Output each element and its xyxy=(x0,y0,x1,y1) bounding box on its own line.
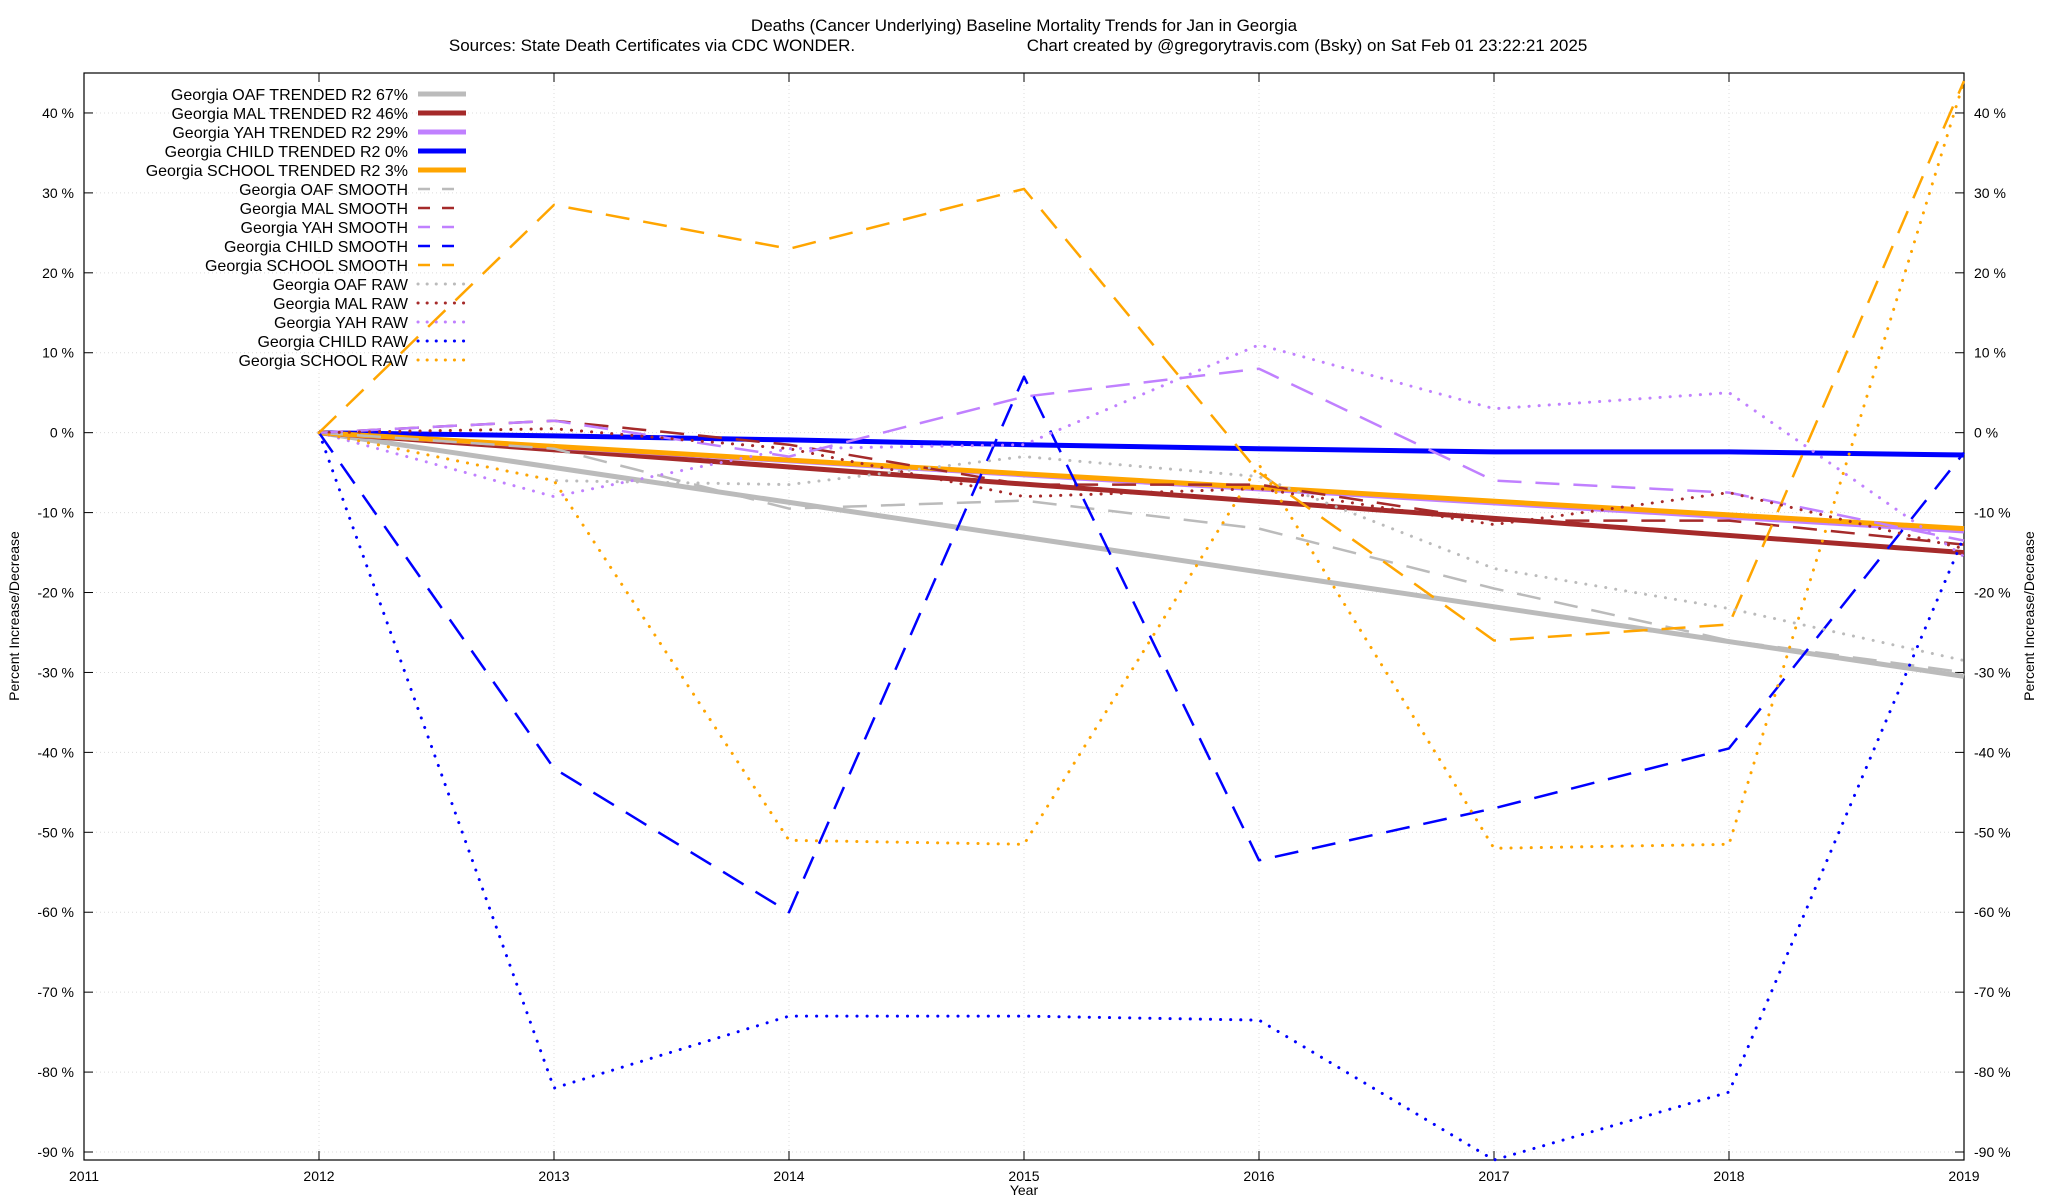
y-tick-label: -50 % xyxy=(37,824,74,840)
series-line-child-raw xyxy=(317,431,1966,1162)
y-tick-label: -90 % xyxy=(37,1144,74,1160)
series-line-school-smooth xyxy=(318,80,1966,642)
y-axis-title: Percent Increase/Decrease xyxy=(6,531,22,701)
x-tick-label: 2014 xyxy=(773,1168,804,1184)
y-tick-label: 20 % xyxy=(42,265,74,281)
y-tick-label: -10 % xyxy=(37,505,74,521)
x-tick-label: 2019 xyxy=(1948,1168,1979,1184)
legend-label: Georgia SCHOOL TRENDED R2 3% xyxy=(146,163,408,180)
series-line-yah-smooth xyxy=(318,367,1965,542)
series-line-mal-raw xyxy=(317,427,1966,551)
series-line-oaf-smooth xyxy=(318,431,1965,674)
chart-source-note: Sources: State Death Certificates via CD… xyxy=(449,36,855,55)
legend-label: Georgia YAH TRENDED R2 29% xyxy=(172,125,408,142)
series-line-child-smooth xyxy=(317,375,1965,914)
legend-label: Georgia SCHOOL SMOOTH xyxy=(205,258,408,275)
y-tick-label: 0 % xyxy=(50,425,74,441)
legend-label: Georgia MAL RAW xyxy=(273,296,409,313)
y-tick-label-right: 0 % xyxy=(1974,425,1998,441)
legend: Georgia OAF TRENDED R2 67% Georgia MAL TR… xyxy=(146,87,468,370)
legend-label: Georgia CHILD SMOOTH xyxy=(224,239,408,256)
series-line-mal-smooth xyxy=(318,419,1965,546)
y-tick-label-right: -80 % xyxy=(1974,1064,2011,1080)
y-tick-label-right: 10 % xyxy=(1974,345,2006,361)
y-tick-label: 10 % xyxy=(42,345,74,361)
legend-label: Georgia OAF SMOOTH xyxy=(239,182,408,199)
x-tick-label: 2017 xyxy=(1478,1168,1509,1184)
legend-label: Georgia OAF TRENDED R2 67% xyxy=(171,87,408,104)
y-tick-label-right: -20 % xyxy=(1974,585,2011,601)
legend-label: Georgia OAF RAW xyxy=(273,277,409,294)
y-tick-label-right: -90 % xyxy=(1974,1144,2011,1160)
x-tick-label: 2018 xyxy=(1713,1168,1744,1184)
legend-label: Georgia SCHOOL RAW xyxy=(238,353,408,370)
legend-label: Georgia MAL TRENDED R2 46% xyxy=(171,106,408,123)
axis-ticks: 40 % 40 % 30 % 30 % 20 % 20 % 10 % 10 % 0 % 0 % -1… xyxy=(37,73,2011,1184)
y-tick-label: -80 % xyxy=(37,1064,74,1080)
y-axis-title-right: Percent Increase/Decrease xyxy=(2021,531,2037,701)
y-tick-label-right: -70 % xyxy=(1974,984,2011,1000)
series-line-school-trended xyxy=(318,430,1965,532)
chart-credit-note: Chart created by @gregorytravis.com (Bsk… xyxy=(1027,36,1588,55)
x-tick-label: 2015 xyxy=(1008,1168,1039,1184)
x-tick-label: 2016 xyxy=(1243,1168,1274,1184)
y-tick-label: 30 % xyxy=(42,185,74,201)
series-line-oaf-trended xyxy=(318,430,1965,679)
y-tick-label-right: 30 % xyxy=(1974,185,2006,201)
y-tick-label-right: -60 % xyxy=(1974,904,2011,920)
chart-title: Deaths (Cancer Underlying) Baseline Mort… xyxy=(751,16,1298,35)
y-tick-label-right: -30 % xyxy=(1974,664,2011,680)
x-tick-label: 2013 xyxy=(538,1168,569,1184)
legend-label: Georgia MAL SMOOTH xyxy=(240,201,408,218)
series-line-oaf-raw xyxy=(317,431,1966,662)
legend-label: Georgia YAH SMOOTH xyxy=(241,220,408,237)
legend-label: Georgia CHILD TRENDED R2 0% xyxy=(165,144,408,161)
y-tick-label: -40 % xyxy=(37,744,74,760)
x-axis-title: Year xyxy=(1010,1182,1039,1198)
series-line-yah-raw xyxy=(317,343,1966,559)
series-line-school-raw xyxy=(317,79,1966,850)
series-line-child-trended xyxy=(318,430,1965,458)
series-lines xyxy=(317,79,1966,1162)
y-tick-label: 40 % xyxy=(42,105,74,121)
y-tick-label: -70 % xyxy=(37,984,74,1000)
y-tick-label: -30 % xyxy=(37,664,74,680)
x-tick-label: 2011 xyxy=(69,1168,99,1184)
y-tick-label: -60 % xyxy=(37,904,74,920)
y-tick-label-right: -50 % xyxy=(1974,824,2011,840)
y-tick-label-right: -40 % xyxy=(1974,744,2011,760)
x-tick-label: 2012 xyxy=(303,1168,334,1184)
y-tick-label-right: -10 % xyxy=(1974,505,2011,521)
y-tick-label: -20 % xyxy=(37,585,74,601)
y-tick-label-right: 20 % xyxy=(1974,265,2006,281)
legend-label: Georgia YAH RAW xyxy=(274,315,409,332)
legend-label: Georgia CHILD RAW xyxy=(257,334,408,351)
y-tick-label-right: 40 % xyxy=(1974,105,2006,121)
